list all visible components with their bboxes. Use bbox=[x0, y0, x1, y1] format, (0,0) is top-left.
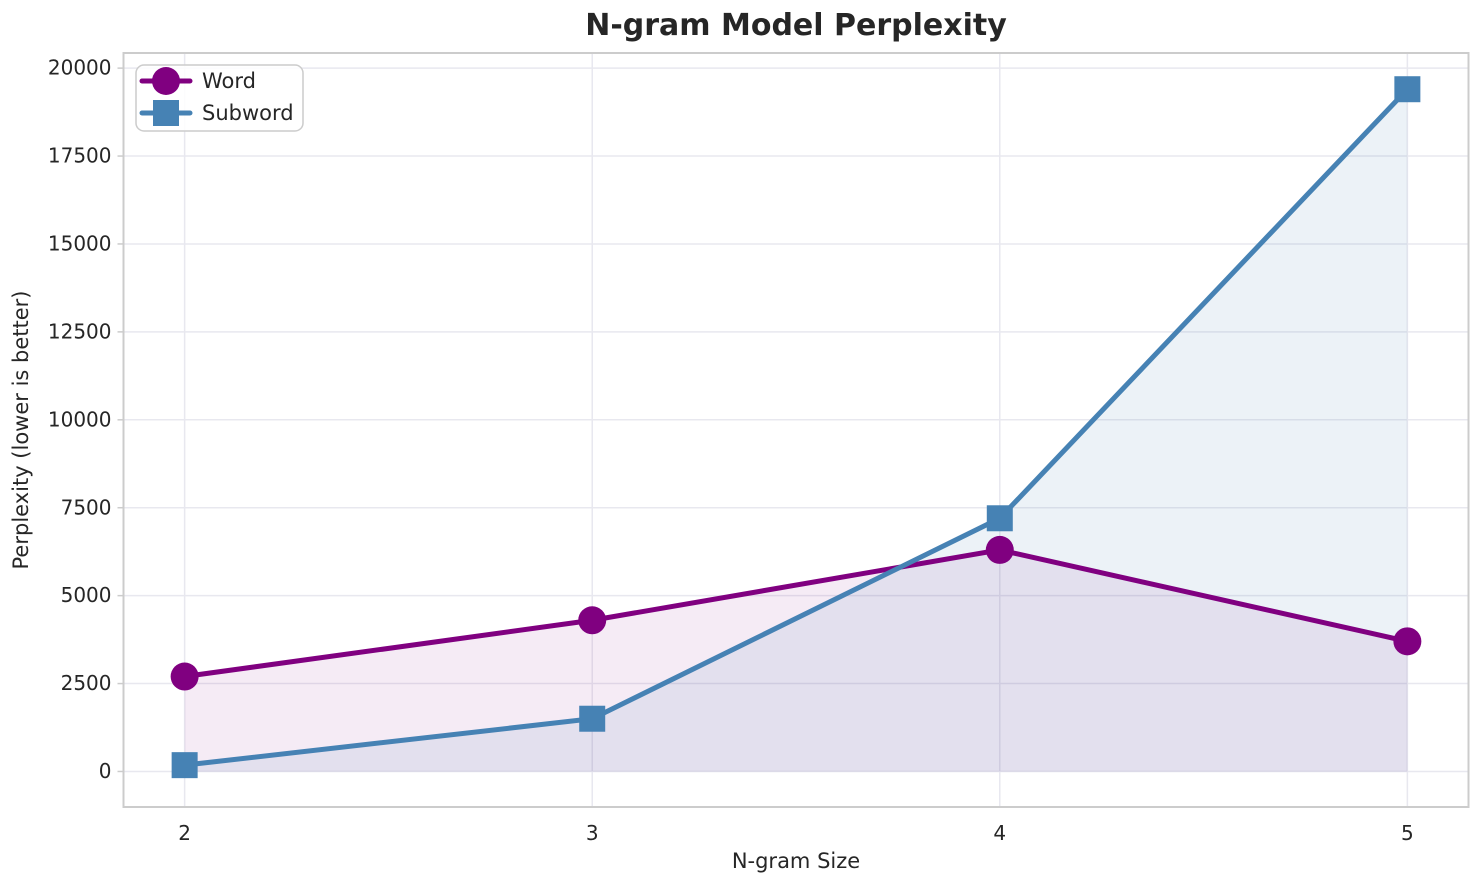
legend-label: Word bbox=[202, 69, 256, 93]
chart-title: N-gram Model Perplexity bbox=[585, 8, 1007, 43]
y-tick-label: 2500 bbox=[61, 671, 112, 695]
x-tick-label: 2 bbox=[178, 821, 191, 845]
legend-marker-circle bbox=[152, 67, 180, 95]
x-tick-label: 3 bbox=[586, 821, 599, 845]
marker-square-subword bbox=[986, 505, 1013, 532]
legend-label: Subword bbox=[202, 101, 294, 125]
y-axis-label: Perplexity (lower is better) bbox=[9, 291, 33, 570]
x-tick-label: 5 bbox=[1401, 821, 1414, 845]
legend-marker-square bbox=[153, 100, 179, 126]
grid bbox=[123, 53, 1469, 807]
legend: Word Subword bbox=[135, 64, 304, 132]
y-tick-label: 17500 bbox=[48, 144, 112, 168]
area-fill-word bbox=[184, 549, 1408, 772]
area-fill-subword bbox=[184, 89, 1408, 772]
y-tick-label: 20000 bbox=[48, 56, 112, 80]
line-word bbox=[182, 547, 1410, 680]
y-tick-label: 0 bbox=[99, 759, 112, 783]
marker-square-subword bbox=[1394, 76, 1421, 103]
y-tick-label: 12500 bbox=[48, 319, 112, 343]
y-tick-label: 15000 bbox=[48, 232, 112, 256]
x-axis-label: N-gram Size bbox=[732, 849, 860, 873]
line-subword bbox=[182, 86, 1410, 768]
y-tick-label: 10000 bbox=[48, 407, 112, 431]
y-tick-label: 5000 bbox=[61, 583, 112, 607]
marker-square-subword bbox=[171, 752, 198, 779]
marker-square-subword bbox=[579, 705, 606, 732]
marker-circle-word bbox=[985, 535, 1014, 564]
marker-circle-word bbox=[170, 662, 199, 691]
x-tick-label: 4 bbox=[993, 821, 1006, 845]
marker-circle-word bbox=[1393, 627, 1422, 656]
plot-border bbox=[122, 52, 1470, 808]
y-tick-label: 7500 bbox=[61, 495, 112, 519]
marker-circle-word bbox=[578, 606, 607, 635]
